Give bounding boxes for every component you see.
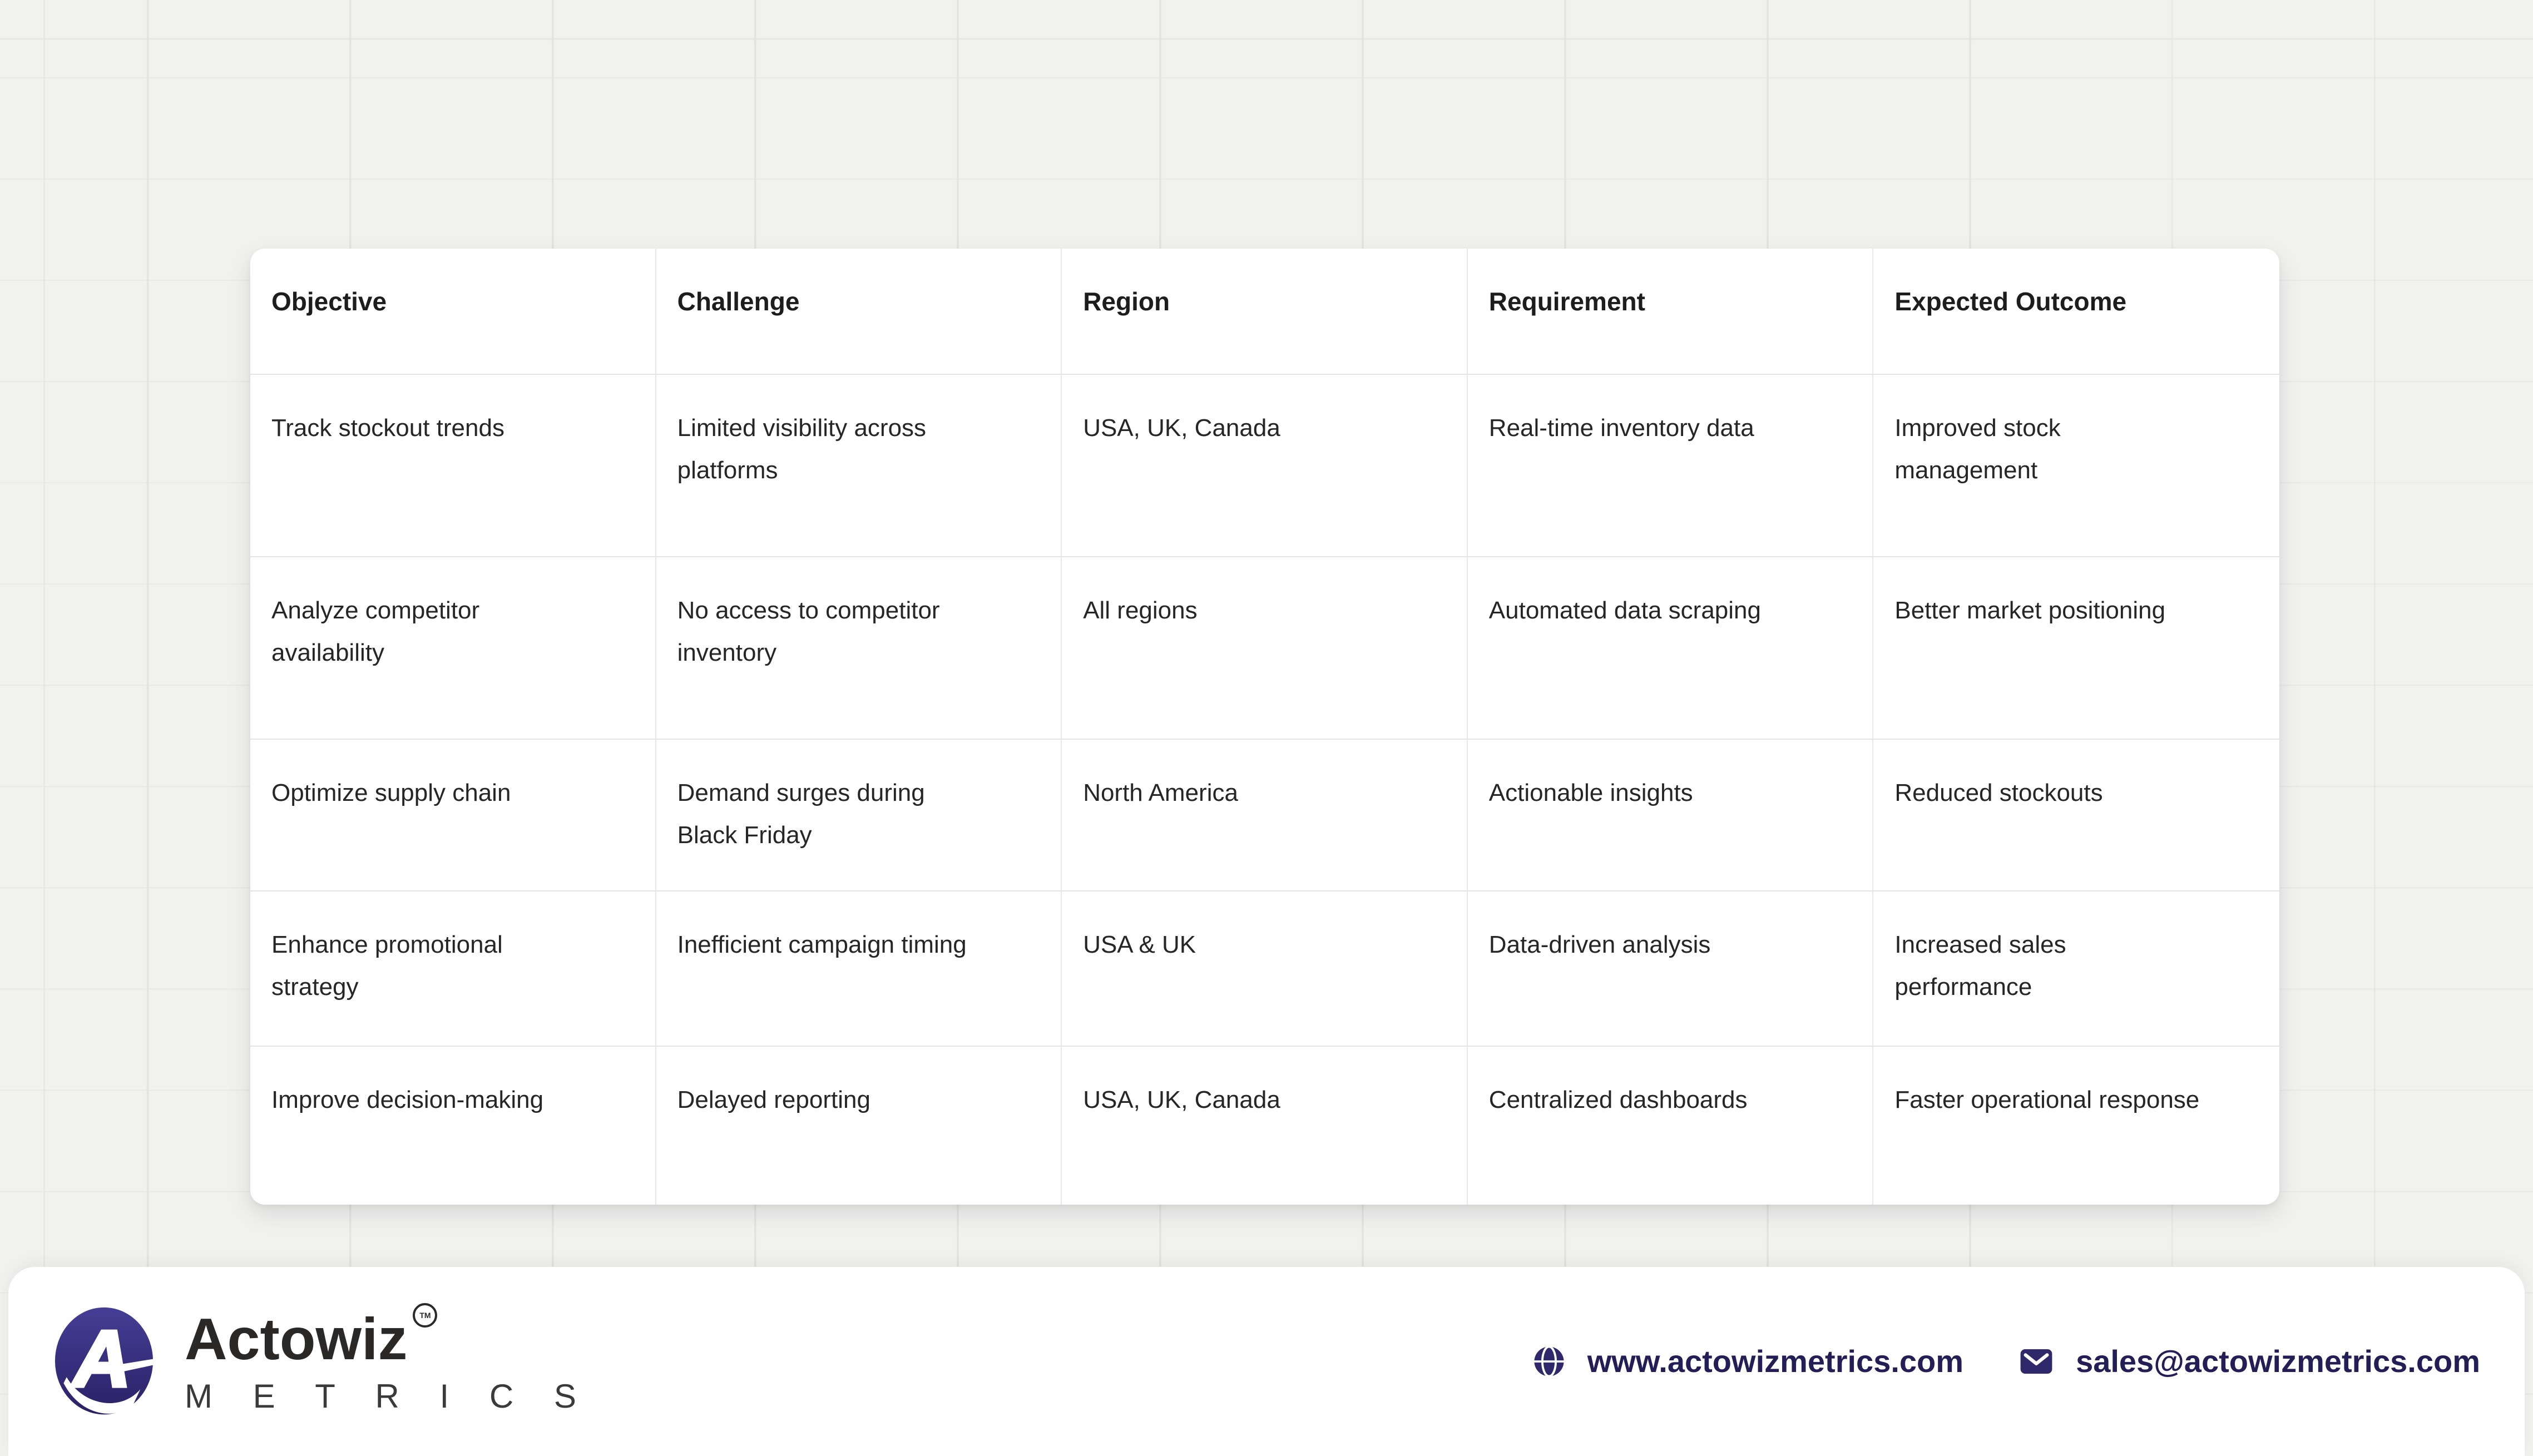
requirements-table-card: Objective Challenge Region Requirement E… xyxy=(250,249,2279,1205)
email-icon xyxy=(2020,1349,2052,1374)
table-cell: Faster operational response xyxy=(1894,1086,2200,1113)
table-cell: Enhance promotional strategy xyxy=(250,892,656,1047)
email-link[interactable]: sales@actowizmetrics.com xyxy=(2019,1345,2480,1378)
table-cell: Track stockout trends xyxy=(250,375,656,557)
table-cell: Actionable insights xyxy=(1467,740,1874,892)
table-cell: Reduced stockouts xyxy=(1873,740,2279,892)
brand-name: Actowiz xyxy=(185,1306,408,1372)
column-header-objective: Objective xyxy=(250,249,656,375)
column-header-challenge: Challenge xyxy=(656,249,1062,375)
table-cell: Analyze competitor availability xyxy=(250,557,656,740)
table-cell: Real-time inventory data xyxy=(1467,375,1874,557)
column-header-region: Region xyxy=(1062,249,1468,375)
website-link[interactable]: www.actowizmetrics.com xyxy=(1533,1345,1963,1378)
website-link-label: www.actowizmetrics.com xyxy=(1587,1344,1964,1379)
actowiz-logo-icon: A xyxy=(55,1307,154,1415)
footer-bar: A Actowiz TM M E T R I C S www.actowi xyxy=(8,1267,2525,1456)
table-cell: Data-driven analysis xyxy=(1467,892,1874,1047)
brand-text: Actowiz TM M E T R I C S xyxy=(185,1303,592,1415)
table-cell: Limited visibility across platforms xyxy=(656,375,1062,557)
table-cell: USA, UK, Canada xyxy=(1062,1047,1468,1205)
brand-subtitle: M E T R I C S xyxy=(185,1378,592,1415)
table-cell: Automated data scraping xyxy=(1467,557,1874,740)
trademark-icon: TM xyxy=(413,1303,438,1328)
table-cell: Better market positioning xyxy=(1873,557,2279,740)
table-cell: USA & UK xyxy=(1062,892,1468,1047)
footer-links: www.actowizmetrics.com sales@actowizmetr… xyxy=(1533,1345,2480,1378)
table-cell: Improve decision-making xyxy=(250,1047,656,1205)
table-cell: All regions xyxy=(1062,557,1468,740)
table-cell: Inefficient campaign timing xyxy=(656,892,1062,1047)
table-cell: Improved stock management xyxy=(1873,375,2279,557)
column-header-requirement: Requirement xyxy=(1467,249,1874,375)
table-cell: North America xyxy=(1062,740,1468,892)
requirements-table: Objective Challenge Region Requirement E… xyxy=(250,249,2279,1205)
svg-text:A: A xyxy=(72,1315,131,1404)
table-cell: Optimize supply chain xyxy=(250,740,656,892)
table-cell: Increased sales performance xyxy=(1873,892,2279,1047)
table-cell: No access to competitor inventory xyxy=(656,557,1062,740)
brand-logo: A Actowiz TM M E T R I C S xyxy=(53,1303,592,1417)
table-cell: Delayed reporting xyxy=(656,1047,1062,1205)
table-cell: Centralized dashboards xyxy=(1468,1047,1874,1205)
column-header-expected-outcome: Expected Outcome xyxy=(1873,249,2279,375)
table-cell: USA, UK, Canada xyxy=(1062,375,1468,557)
email-link-label: sales@actowizmetrics.com xyxy=(2076,1344,2480,1379)
globe-icon xyxy=(1533,1345,1565,1378)
table-cell: Demand surges during Black Friday xyxy=(656,740,1062,892)
